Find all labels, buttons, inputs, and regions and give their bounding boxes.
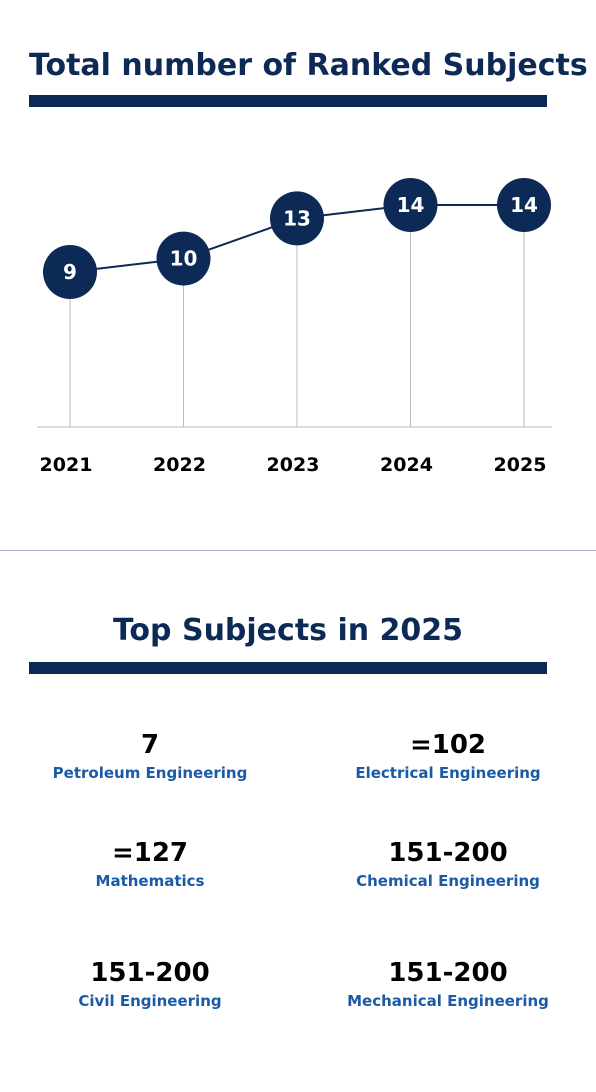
data-label: 14 [397,193,425,217]
subject-card-electrical-engineering: =102 Electrical Engineering [308,730,588,784]
subject-name: Chemical Engineering [356,872,540,890]
subject-rank: 151-200 [388,958,508,988]
section-divider [0,550,596,551]
subject-card-chemical-engineering: 151-200 Chemical Engineering [308,838,588,892]
data-label: 10 [170,247,198,271]
chart-title: Total number of Ranked Subjects [29,48,588,83]
subject-rank: =102 [409,730,487,760]
data-point-marker [383,178,438,232]
data-point-marker [43,245,97,299]
subject-rank: 151-200 [388,838,508,868]
x-tick-label: 2021 [40,454,93,476]
data-point-marker [270,191,324,246]
data-label: 9 [63,260,77,284]
subject-card-civil-engineering: 151-200 Civil Engineering [10,958,290,1012]
subject-name: Petroleum Engineering [52,764,248,782]
subject-name: Mechanical Engineering [347,992,549,1010]
data-label: 14 [510,193,538,217]
subject-card-petroleum-engineering: 7 Petroleum Engineering [10,730,290,784]
subject-rank: 7 [140,730,160,760]
x-tick-label: 2024 [380,454,433,476]
subject-name: Electrical Engineering [355,764,541,782]
x-tick-label: 2022 [153,454,206,476]
subject-card-mechanical-engineering: 151-200 Mechanical Engineering [308,958,588,1012]
data-point-marker [497,178,551,232]
title-underline [29,95,547,107]
top-subjects-title: Top Subjects in 2025 [112,613,464,648]
subject-name: Civil Engineering [78,992,222,1010]
data-point-marker [156,231,211,286]
top-subjects-underline [29,662,547,674]
x-tick-label: 2025 [494,454,547,476]
ranked-subjects-line-chart: 9 10 13 14 14 2021 2022 2023 2024 2025 [37,178,552,476]
subject-rank: =127 [111,838,189,868]
subject-name: Mathematics [95,872,205,890]
subject-card-mathematics: =127 Mathematics [10,838,290,892]
x-tick-label: 2023 [267,454,320,476]
subject-rank: 151-200 [90,958,210,988]
data-label: 13 [283,206,311,230]
